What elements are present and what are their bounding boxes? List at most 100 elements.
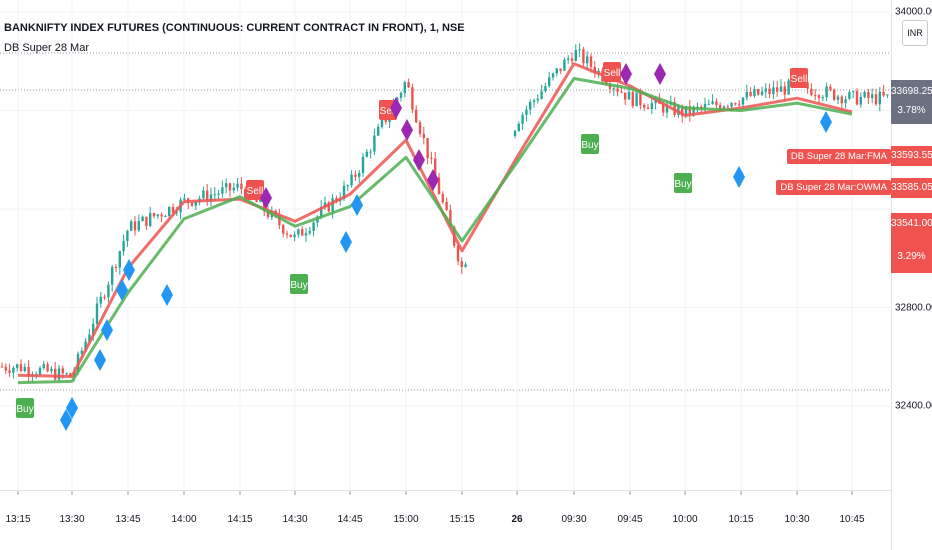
candle-body	[65, 373, 68, 375]
candle-body	[384, 119, 387, 123]
candle-body	[23, 366, 26, 372]
signal-buy-box	[581, 134, 599, 154]
candle-body	[555, 68, 558, 74]
candle-body	[122, 240, 125, 252]
time-tick-label: 09:30	[561, 514, 587, 525]
candle-body	[449, 210, 452, 227]
candle-body	[183, 198, 186, 200]
price-tick-label: 32800.00	[895, 302, 932, 313]
candle-body	[61, 368, 64, 374]
candle-body	[852, 91, 855, 93]
candle-body	[228, 183, 232, 191]
candle-body	[871, 94, 874, 99]
candle-body	[12, 367, 15, 373]
currency-button[interactable]: INR	[902, 20, 928, 46]
price-tick-label: 32400.00	[895, 400, 932, 412]
candle-body	[665, 104, 669, 113]
time-tick-label: 14:30	[282, 514, 308, 525]
candle-body	[194, 201, 197, 206]
candle-body	[42, 364, 45, 369]
signal-diamond	[260, 187, 272, 209]
signal-diamond	[101, 319, 113, 341]
candle-body	[399, 93, 403, 98]
candle-body	[168, 206, 171, 216]
candle-body	[692, 106, 695, 115]
candle-body	[787, 80, 790, 95]
candle-body	[650, 103, 653, 110]
time-tick-label: 13:30	[59, 514, 85, 525]
candle-body	[825, 86, 828, 98]
signal-buy-box	[16, 398, 34, 418]
candle-body	[517, 123, 520, 131]
price-tick-label: 34000.00	[895, 6, 932, 18]
signal-diamond	[427, 169, 439, 191]
signal-diamond	[60, 409, 72, 431]
candle-body	[114, 266, 118, 268]
candle-body	[814, 95, 817, 97]
candle-body	[776, 87, 779, 92]
candle-body	[240, 183, 243, 189]
time-tick-label: 10:30	[784, 514, 810, 525]
signal-sell-box	[246, 180, 264, 200]
candle-body	[772, 87, 775, 95]
candle-body	[840, 96, 843, 104]
candle-body	[707, 103, 710, 105]
signal-diamond	[94, 349, 106, 371]
signal-sell-label: Sell	[791, 74, 808, 85]
candle-body	[331, 198, 334, 212]
candle-body	[54, 368, 57, 380]
candle-body	[593, 66, 596, 74]
candle-body	[259, 199, 262, 203]
signal-sell-label: Sell	[247, 186, 264, 197]
signal-diamond	[390, 97, 402, 119]
candle-body	[0, 366, 4, 368]
candle-body	[722, 106, 726, 109]
candle-body	[346, 185, 349, 187]
candle-body	[464, 264, 467, 267]
ema-value-owma: 33585.05	[891, 178, 932, 198]
candle-body	[164, 215, 167, 217]
candle-body	[570, 58, 574, 61]
candle-body	[521, 114, 524, 124]
candle-body	[293, 234, 296, 238]
candle-body	[863, 91, 866, 98]
candle-body	[4, 366, 7, 371]
candle-body	[867, 91, 870, 99]
candle-body	[88, 334, 91, 342]
candle-body	[688, 106, 691, 115]
candle-body	[175, 212, 178, 214]
time-tick-label: 15:15	[449, 514, 475, 525]
db-super-28-mar-fma-line	[17, 62, 853, 378]
candle-body	[244, 188, 247, 199]
candle-body	[141, 216, 144, 222]
candle-body	[529, 101, 532, 110]
time-tick-label: 10:45	[839, 514, 865, 525]
signal-diamond	[340, 231, 352, 253]
candle-body	[460, 261, 463, 267]
candle-body	[821, 97, 824, 99]
candle-body	[350, 174, 353, 186]
indicator-name[interactable]: DB Super 28 Mar	[4, 42, 89, 54]
candle-body	[403, 82, 406, 94]
candle-body	[365, 151, 368, 157]
candle-body	[544, 86, 547, 92]
candle-body	[289, 234, 292, 238]
signal-diamond	[401, 119, 413, 141]
candle-body	[266, 211, 270, 218]
candle-body	[646, 107, 650, 110]
current-price-box: 33698.25 3.78%	[891, 80, 932, 124]
candle-body	[608, 84, 612, 89]
time-axis-separator	[0, 490, 891, 491]
signal-diamond	[161, 284, 173, 306]
candle-body	[209, 194, 213, 202]
candle-body	[236, 183, 239, 188]
candle-body	[27, 366, 30, 376]
candle-body	[734, 103, 737, 105]
candle-body	[103, 296, 106, 298]
candle-body	[749, 91, 752, 97]
candle-body	[126, 230, 129, 241]
candle-body	[703, 103, 707, 108]
signal-diamond	[733, 166, 745, 188]
candle-body	[206, 190, 209, 202]
